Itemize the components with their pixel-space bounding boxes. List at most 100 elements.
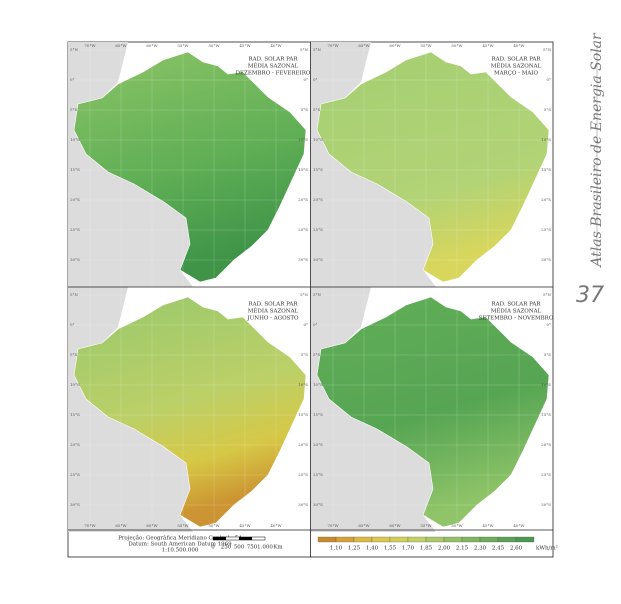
scale-bar <box>212 536 266 541</box>
legend-swatch <box>425 536 445 543</box>
longitude-label: 70°W <box>327 43 339 48</box>
longitude-label: 45°W <box>239 43 251 48</box>
latitude-label: 5°N <box>543 47 552 52</box>
longitude-label: 40°W <box>270 523 282 528</box>
longitude-label: 55°W <box>177 43 189 48</box>
latitude-label: 0° <box>313 77 318 82</box>
scale-label: 0 <box>211 545 215 551</box>
neighbor-land <box>311 287 436 532</box>
latitude-label: 20°S <box>70 197 80 202</box>
map-panel: 70°W 65°W 60°W 55°W 50°W 45°W 40°W 5°N 5°N 0° 0° 5°… <box>68 287 310 532</box>
latitude-label: 25°S <box>541 472 551 477</box>
longitude-label: 65°W <box>115 43 127 48</box>
latitude-label: 20°S <box>313 197 323 202</box>
latitude-label: 10°S <box>313 137 323 142</box>
latitude-label: 20°S <box>70 442 80 447</box>
latitude-label: 15°S <box>70 412 80 417</box>
latitude-label: 25°S <box>313 472 323 477</box>
legend-swatch <box>389 536 409 543</box>
legend-label: 1,85 <box>420 546 433 552</box>
brazil-map <box>316 51 550 283</box>
longitude-label: 60°W <box>389 43 401 48</box>
latitude-label: 30°S <box>541 257 551 262</box>
longitude-label: 50°W <box>451 43 463 48</box>
latitude-label: 25°S <box>313 227 323 232</box>
latitude-label: 0° <box>70 322 75 327</box>
latitude-label: 5°N <box>313 47 322 52</box>
latitude-label: 25°S <box>298 227 308 232</box>
latitude-label: 10°S <box>298 382 308 387</box>
latitude-label: 5°S <box>301 107 309 112</box>
legend-swatch <box>443 536 463 543</box>
brazil-map <box>316 296 550 528</box>
longitude-label: 70°W <box>84 43 96 48</box>
latitude-label: 30°S <box>298 257 308 262</box>
page-number: 37 <box>576 283 604 308</box>
latitude-label: 5°N <box>300 292 309 297</box>
neighbor-land <box>68 287 193 532</box>
latitude-label: 5°S <box>544 107 552 112</box>
latitude-label: 5°N <box>313 292 322 297</box>
latitude-label: 5°S <box>70 107 78 112</box>
longitude-label: 50°W <box>451 523 463 528</box>
longitude-label: 45°W <box>482 523 494 528</box>
latitude-label: 10°S <box>70 382 80 387</box>
panel-caption: DEZEMBRO - FEVEREIRO <box>236 71 311 77</box>
legend-label: 1,40 <box>366 546 379 552</box>
longitude-label: 70°W <box>327 523 339 528</box>
latitude-label: 30°S <box>313 257 323 262</box>
latitude-label: 30°S <box>70 502 80 507</box>
latitude-label: 30°S <box>70 257 80 262</box>
longitude-label: 65°W <box>358 523 370 528</box>
latitude-label: 20°S <box>313 442 323 447</box>
latitude-label: 20°S <box>541 442 551 447</box>
latitude-label: 15°S <box>298 412 308 417</box>
latitude-label: 5°N <box>70 47 79 52</box>
longitude-label: 65°W <box>358 43 370 48</box>
panel-caption: MÉDIA SAZONAL <box>248 307 299 315</box>
longitude-label: 60°W <box>389 523 401 528</box>
longitude-label: 65°W <box>115 523 127 528</box>
longitude-label: 40°W <box>513 43 525 48</box>
longitude-label: 45°W <box>239 523 251 528</box>
panel-caption: RAD. SOLAR PAR <box>492 302 542 308</box>
latitude-label: 0° <box>546 322 551 327</box>
neighbor-land <box>311 42 436 287</box>
panel-caption: MÉDIA SAZONAL <box>248 62 299 70</box>
panel-caption: JUNHO - AGOSTO <box>246 316 299 322</box>
latitude-label: 10°S <box>313 382 323 387</box>
legend-label: 1,25 <box>348 546 361 552</box>
latitude-label: 30°S <box>541 502 551 507</box>
legend-label: 2,60 <box>510 546 523 552</box>
legend-swatch <box>371 536 391 543</box>
latitude-label: 0° <box>303 77 308 82</box>
latitude-label: 5°S <box>313 107 321 112</box>
panel-caption: RAD. SOLAR PAR <box>249 57 299 63</box>
scale-label: 250 <box>221 545 232 551</box>
latitude-label: 10°S <box>70 137 80 142</box>
scale-label: 500 <box>234 545 245 551</box>
scale-label: Km <box>273 545 283 551</box>
longitude-label: 60°W <box>146 523 158 528</box>
longitude-label: 40°W <box>513 523 525 528</box>
latitude-label: 20°S <box>298 442 308 447</box>
latitude-label: 0° <box>313 322 318 327</box>
latitude-label: 25°S <box>541 227 551 232</box>
map-panel: 70°W 65°W 60°W 55°W 50°W 45°W 40°W 5°N 5°N 0° 0° 5°… <box>311 287 554 532</box>
latitude-label: 15°S <box>298 167 308 172</box>
longitude-label: 50°W <box>208 523 220 528</box>
scale-label: 1.000 <box>257 545 273 551</box>
datum: Datum: South American Datum 1969 <box>128 542 232 548</box>
side-title: Atlas Brasileiro de Energia Solar <box>589 32 605 269</box>
legend-label: 2,15 <box>456 546 469 552</box>
longitude-label: 70°W <box>84 523 96 528</box>
latitude-label: 15°S <box>541 167 551 172</box>
legend-label: 2,30 <box>474 546 487 552</box>
latitude-label: 15°S <box>541 412 551 417</box>
panel-caption: RAD. SOLAR PAR <box>249 302 299 308</box>
panel-caption: SETEMBRO - NOVEMBRO <box>479 316 554 322</box>
projection: Projeção: Geográfica Meridiano Central: … <box>118 535 242 542</box>
latitude-label: 15°S <box>313 412 323 417</box>
legend-swatch <box>353 536 373 543</box>
